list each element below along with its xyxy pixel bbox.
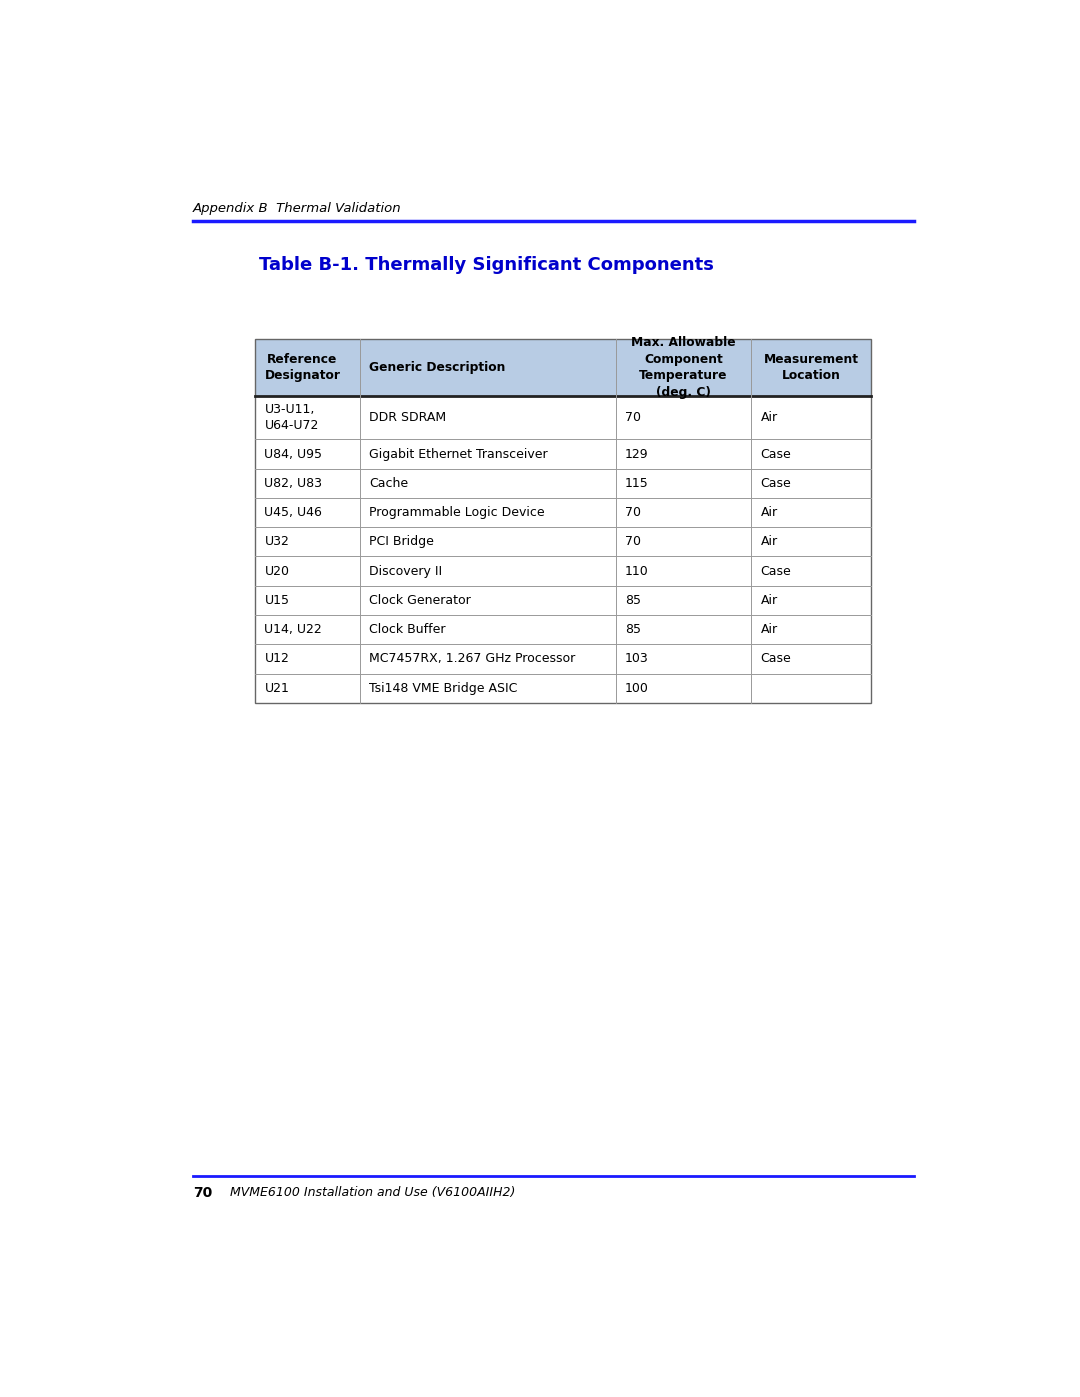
Text: U15: U15 (265, 594, 289, 606)
Text: Table B-1. Thermally Significant Components: Table B-1. Thermally Significant Compone… (259, 256, 714, 274)
Text: Gigabit Ethernet Transceiver: Gigabit Ethernet Transceiver (369, 447, 548, 461)
Text: Tsi148 VME Bridge ASIC: Tsi148 VME Bridge ASIC (369, 682, 517, 694)
Text: MVME6100 Installation and Use (V6100AIIH2): MVME6100 Installation and Use (V6100AIIH… (230, 1186, 515, 1200)
Text: U84, U95: U84, U95 (265, 447, 323, 461)
Text: Clock Buffer: Clock Buffer (369, 623, 446, 636)
Text: Case: Case (760, 652, 792, 665)
Text: U82, U83: U82, U83 (265, 476, 323, 490)
Text: MC7457RX, 1.267 GHz Processor: MC7457RX, 1.267 GHz Processor (369, 652, 576, 665)
Bar (255, 469, 872, 497)
Text: 100: 100 (625, 682, 649, 694)
Text: U32: U32 (265, 535, 289, 549)
Text: U12: U12 (265, 652, 289, 665)
Text: 110: 110 (625, 564, 649, 577)
Text: Air: Air (760, 535, 778, 549)
Text: Case: Case (760, 564, 792, 577)
Text: Air: Air (760, 623, 778, 636)
Bar (255, 440, 872, 469)
Text: Appendix B  Thermal Validation: Appendix B Thermal Validation (193, 203, 402, 215)
Text: 70: 70 (625, 506, 640, 520)
Bar (255, 644, 872, 673)
Bar (255, 585, 872, 615)
Bar (255, 397, 872, 440)
Bar (255, 673, 872, 703)
Text: Case: Case (760, 476, 792, 490)
Text: 129: 129 (625, 447, 648, 461)
Text: Case: Case (760, 447, 792, 461)
Text: 70: 70 (193, 1186, 213, 1200)
Text: 70: 70 (625, 535, 640, 549)
Text: Measurement
Location: Measurement Location (764, 352, 859, 383)
Text: Generic Description: Generic Description (369, 360, 505, 374)
Text: 85: 85 (625, 623, 640, 636)
Bar (255, 615, 872, 644)
Text: Discovery II: Discovery II (369, 564, 442, 577)
Text: 70: 70 (625, 411, 640, 425)
Text: 103: 103 (625, 652, 649, 665)
Text: U21: U21 (265, 682, 289, 694)
Text: U45, U46: U45, U46 (265, 506, 322, 520)
Bar (255, 497, 872, 527)
Bar (255, 527, 872, 556)
Bar (255, 556, 872, 585)
Bar (255, 338, 872, 397)
Text: 115: 115 (625, 476, 649, 490)
Text: Cache: Cache (369, 476, 408, 490)
Text: Air: Air (760, 411, 778, 425)
Text: U20: U20 (265, 564, 289, 577)
Text: U14, U22: U14, U22 (265, 623, 322, 636)
Text: Clock Generator: Clock Generator (369, 594, 471, 606)
Text: 85: 85 (625, 594, 640, 606)
Text: Air: Air (760, 506, 778, 520)
Text: DDR SDRAM: DDR SDRAM (369, 411, 446, 425)
Text: Air: Air (760, 594, 778, 606)
Text: Reference
Designator: Reference Designator (265, 352, 340, 383)
Bar (255, 338, 872, 703)
Text: Max. Allowable
Component
Temperature
(deg. C): Max. Allowable Component Temperature (de… (631, 337, 735, 398)
Text: PCI Bridge: PCI Bridge (369, 535, 434, 549)
Text: U3-U11,
U64-U72: U3-U11, U64-U72 (265, 404, 319, 433)
Text: Programmable Logic Device: Programmable Logic Device (369, 506, 544, 520)
